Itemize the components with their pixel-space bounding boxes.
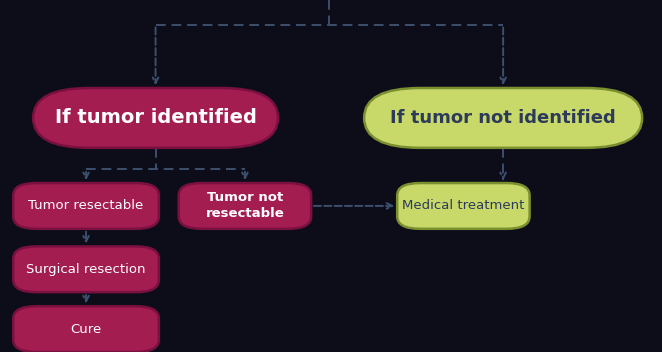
- FancyBboxPatch shape: [13, 183, 159, 229]
- Text: Cure: Cure: [70, 323, 102, 335]
- Text: If tumor not identified: If tumor not identified: [390, 109, 616, 127]
- FancyBboxPatch shape: [397, 183, 530, 229]
- FancyBboxPatch shape: [364, 88, 642, 148]
- Text: If tumor identified: If tumor identified: [55, 108, 256, 127]
- FancyBboxPatch shape: [179, 183, 311, 229]
- Text: Medical treatment: Medical treatment: [402, 200, 524, 212]
- Text: Surgical resection: Surgical resection: [26, 263, 146, 276]
- FancyBboxPatch shape: [13, 246, 159, 292]
- FancyBboxPatch shape: [13, 306, 159, 352]
- Text: Tumor resectable: Tumor resectable: [28, 200, 144, 212]
- FancyBboxPatch shape: [33, 88, 278, 148]
- Text: Tumor not
resectable: Tumor not resectable: [206, 191, 284, 220]
